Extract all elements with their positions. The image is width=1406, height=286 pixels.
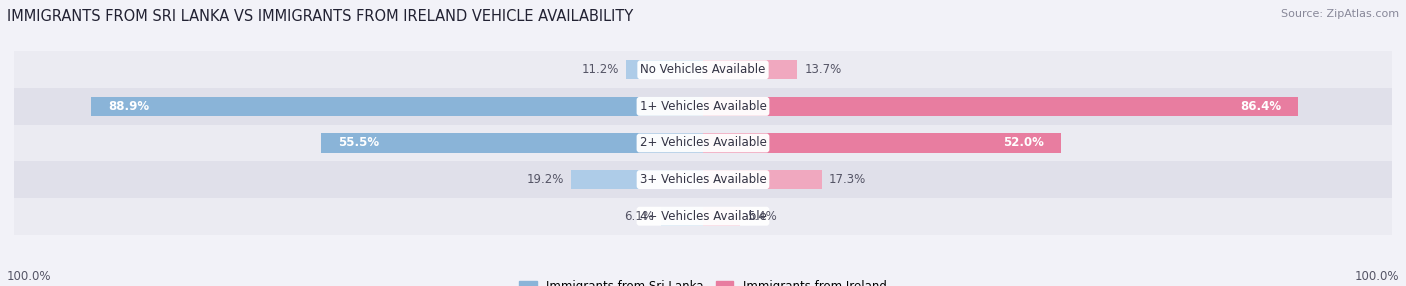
Text: No Vehicles Available: No Vehicles Available [640, 63, 766, 76]
Bar [626, 60, 703, 79]
Text: 17.3%: 17.3% [830, 173, 866, 186]
Bar [14, 161, 1392, 198]
Text: 11.2%: 11.2% [582, 63, 619, 76]
Legend: Immigrants from Sri Lanka, Immigrants from Ireland: Immigrants from Sri Lanka, Immigrants fr… [515, 276, 891, 286]
Text: 3+ Vehicles Available: 3+ Vehicles Available [640, 173, 766, 186]
Text: 86.4%: 86.4% [1240, 100, 1281, 113]
Text: 55.5%: 55.5% [337, 136, 380, 150]
Bar [14, 51, 1392, 88]
Bar [703, 170, 823, 189]
Bar [703, 97, 1298, 116]
Text: 2+ Vehicles Available: 2+ Vehicles Available [640, 136, 766, 150]
Bar [661, 207, 703, 226]
Bar [14, 198, 1392, 235]
Bar [321, 134, 703, 152]
Text: 4+ Vehicles Available: 4+ Vehicles Available [640, 210, 766, 223]
Text: 13.7%: 13.7% [804, 63, 842, 76]
Bar [90, 97, 703, 116]
Bar [14, 88, 1392, 125]
Text: 88.9%: 88.9% [108, 100, 149, 113]
Bar [703, 134, 1062, 152]
Text: 5.4%: 5.4% [747, 210, 778, 223]
Text: 100.0%: 100.0% [7, 270, 52, 283]
Text: Source: ZipAtlas.com: Source: ZipAtlas.com [1281, 9, 1399, 19]
Bar [14, 125, 1392, 161]
Bar [703, 60, 797, 79]
Text: 19.2%: 19.2% [526, 173, 564, 186]
Bar [571, 170, 703, 189]
Text: 1+ Vehicles Available: 1+ Vehicles Available [640, 100, 766, 113]
Text: 52.0%: 52.0% [1002, 136, 1045, 150]
Bar [703, 207, 740, 226]
Text: 100.0%: 100.0% [1354, 270, 1399, 283]
Text: IMMIGRANTS FROM SRI LANKA VS IMMIGRANTS FROM IRELAND VEHICLE AVAILABILITY: IMMIGRANTS FROM SRI LANKA VS IMMIGRANTS … [7, 9, 633, 23]
Text: 6.1%: 6.1% [624, 210, 654, 223]
